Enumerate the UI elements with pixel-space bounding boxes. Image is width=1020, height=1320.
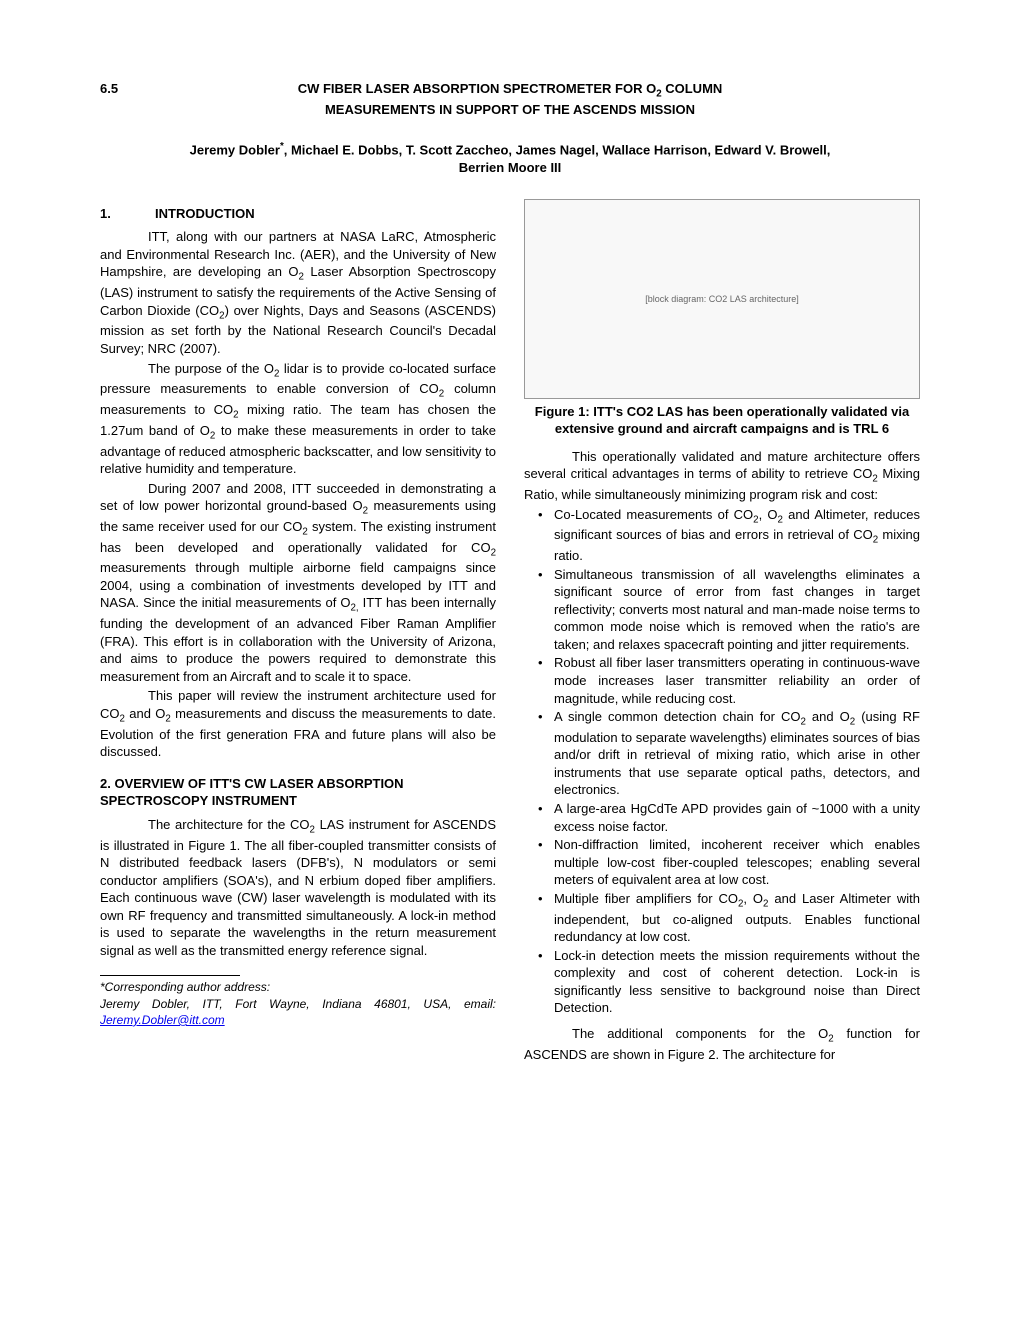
advantages-list: Co-Located measurements of CO2, O2 and A…: [524, 506, 920, 1017]
s1-p2: The purpose of the O2 lidar is to provid…: [100, 360, 496, 478]
figure-1-caption: Figure 1: ITT's CO2 LAS has been operati…: [524, 403, 920, 438]
section-1-heading: 1.INTRODUCTION: [100, 205, 496, 223]
s1-p3: During 2007 and 2008, ITT succeeded in d…: [100, 480, 496, 686]
heading-num: 1.: [100, 205, 155, 223]
footnote-body: Jeremy Dobler, ITT, Fort Wayne, Indiana …: [100, 997, 496, 1011]
authors-line-1a: Jeremy Dobler: [190, 143, 280, 158]
list-item: A large-area HgCdTe APD provides gain of…: [538, 800, 920, 835]
list-item: Lock-in detection meets the mission requ…: [538, 947, 920, 1017]
list-item: Simultaneous transmission of all wavelen…: [538, 566, 920, 654]
title-line-1a: CW FIBER LASER ABSORPTION SPECTROMETER F…: [298, 81, 656, 96]
title-line-2: MEASUREMENTS IN SUPPORT OF THE ASCENDS M…: [325, 102, 695, 117]
footnote-label: *Corresponding author address:: [100, 980, 270, 994]
footnote-separator: [100, 975, 240, 976]
authors: Jeremy Dobler*, Michael E. Dobbs, T. Sco…: [100, 140, 920, 176]
authors-line-1b: , Michael E. Dobbs, T. Scott Zaccheo, Ja…: [284, 143, 831, 158]
s1-p1: ITT, along with our partners at NASA LaR…: [100, 228, 496, 357]
footnote-block: *Corresponding author address: Jeremy Do…: [100, 975, 496, 1028]
s2-p1: The architecture for the CO2 LAS instrum…: [100, 816, 496, 960]
body-columns: 1.INTRODUCTION ITT, along with our partn…: [100, 199, 920, 1065]
list-item: Robust all fiber laser transmitters oper…: [538, 654, 920, 707]
list-item: Co-Located measurements of CO2, O2 and A…: [538, 506, 920, 565]
s1-p4: This paper will review the instrument ar…: [100, 687, 496, 760]
paper-title: 6.5 CW FIBER LASER ABSORPTION SPECTROMET…: [100, 80, 920, 118]
heading-text: INTRODUCTION: [155, 206, 255, 221]
section-2-heading: 2. OVERVIEW OF ITT'S CW LASER ABSORPTION…: [100, 775, 496, 810]
col2-p2: The additional components for the O2 fun…: [524, 1025, 920, 1063]
title-line-1b: COLUMN: [662, 81, 723, 96]
figure-1: [block diagram: CO2 LAS architecture] Fi…: [524, 199, 920, 438]
col2-p1: This operationally validated and mature …: [524, 448, 920, 504]
footnote: *Corresponding author address: Jeremy Do…: [100, 979, 496, 1028]
list-item: A single common detection chain for CO2 …: [538, 708, 920, 799]
list-item: Non-diffraction limited, incoherent rece…: [538, 836, 920, 889]
section-number: 6.5: [100, 80, 155, 118]
authors-line-2: Berrien Moore III: [459, 160, 562, 175]
footnote-email-link[interactable]: Jeremy.Dobler@itt.com: [100, 1013, 225, 1027]
figure-1-diagram: [block diagram: CO2 LAS architecture]: [524, 199, 920, 399]
list-item: Multiple fiber amplifiers for CO2, O2 an…: [538, 890, 920, 946]
